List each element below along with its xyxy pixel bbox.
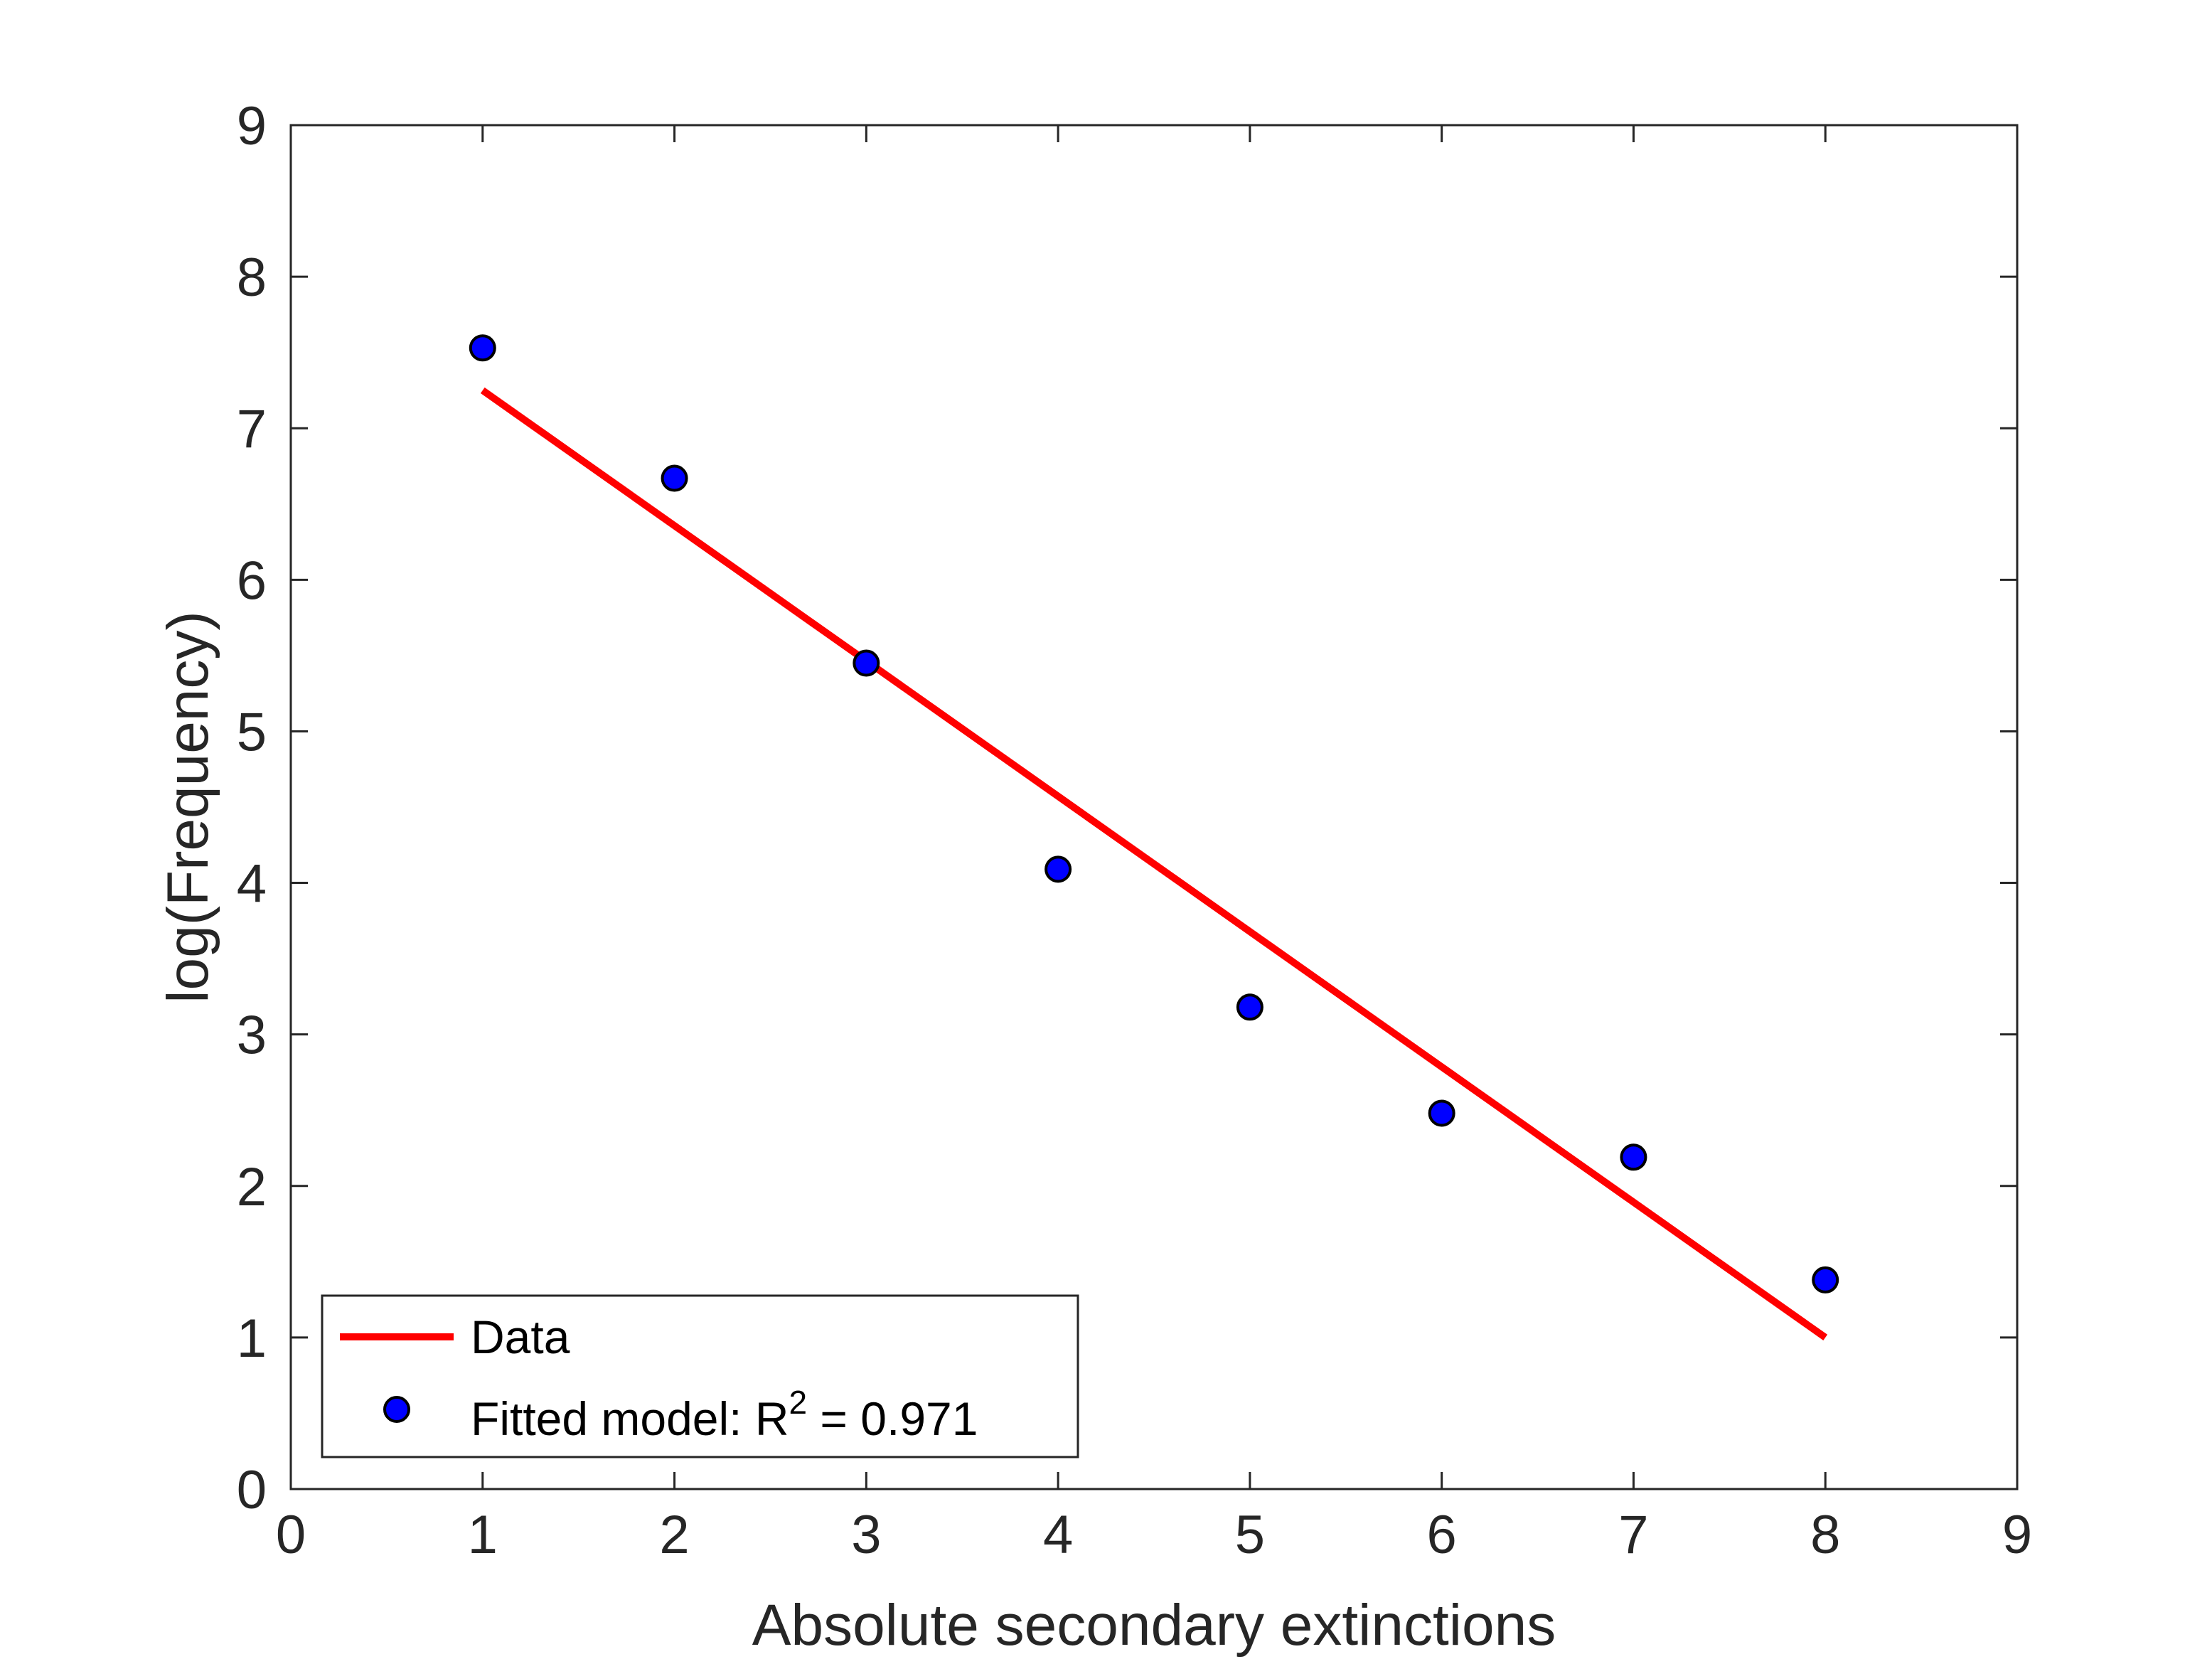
data-point xyxy=(1044,855,1072,883)
y-tick-label: 4 xyxy=(237,854,267,914)
y-tick-label: 6 xyxy=(237,550,267,611)
series-layer xyxy=(469,334,1839,1340)
data-point xyxy=(1812,1266,1839,1293)
y-axis-label: log(Frequency) xyxy=(156,611,220,1003)
plot-area xyxy=(289,124,2019,1490)
x-tick-label: 2 xyxy=(659,1505,689,1565)
data-point xyxy=(469,334,496,362)
data-point xyxy=(1620,1143,1647,1171)
x-tick-label: 6 xyxy=(1427,1505,1457,1565)
y-tick-label: 2 xyxy=(237,1157,267,1217)
y-tick-label: 0 xyxy=(237,1460,267,1520)
x-tick-label: 1 xyxy=(468,1505,498,1565)
x-tick-labels: 0 1 2 3 4 5 6 7 8 9 xyxy=(276,1505,2032,1565)
legend-label-fitted-model: Fitted model: R2 = 0.971 xyxy=(471,1384,978,1445)
legend-fitted-name: Fitted model: R xyxy=(471,1392,789,1445)
data-point xyxy=(853,649,880,677)
y-tick-label: 1 xyxy=(237,1308,267,1369)
data-point xyxy=(661,464,688,492)
y-tick-label: 3 xyxy=(237,1005,267,1066)
x-tick-label: 5 xyxy=(1235,1505,1265,1565)
x-tick-label: 9 xyxy=(2002,1505,2032,1565)
legend-label-data: Data xyxy=(471,1311,570,1363)
x-tick-label: 8 xyxy=(1810,1505,1840,1565)
x-tick-label: 7 xyxy=(1618,1505,1648,1565)
y-tick-label: 5 xyxy=(237,702,267,762)
data-point xyxy=(1236,993,1263,1021)
legend: Data Fitted model: R2 = 0.971 xyxy=(321,1294,1079,1458)
data-point xyxy=(1428,1099,1455,1127)
x-tick-label: 0 xyxy=(276,1505,306,1565)
legend-box xyxy=(321,1294,1079,1458)
axis-ticks xyxy=(289,124,2019,1490)
legend-fitted-suffix: = 0.971 xyxy=(807,1392,978,1445)
y-tick-label: 9 xyxy=(237,96,267,156)
legend-marker-swatch xyxy=(383,1396,410,1423)
fit-line xyxy=(480,387,1828,1340)
legend-fitted-superscript: 2 xyxy=(789,1384,808,1421)
y-tick-label: 7 xyxy=(237,399,267,459)
x-tick-label: 3 xyxy=(851,1505,881,1565)
y-tick-labels: 0 1 2 3 4 5 6 7 8 9 xyxy=(237,96,267,1520)
x-axis-label: Absolute secondary extinctions xyxy=(752,1593,1556,1658)
y-tick-label: 8 xyxy=(237,247,267,308)
x-tick-label: 4 xyxy=(1043,1505,1073,1565)
